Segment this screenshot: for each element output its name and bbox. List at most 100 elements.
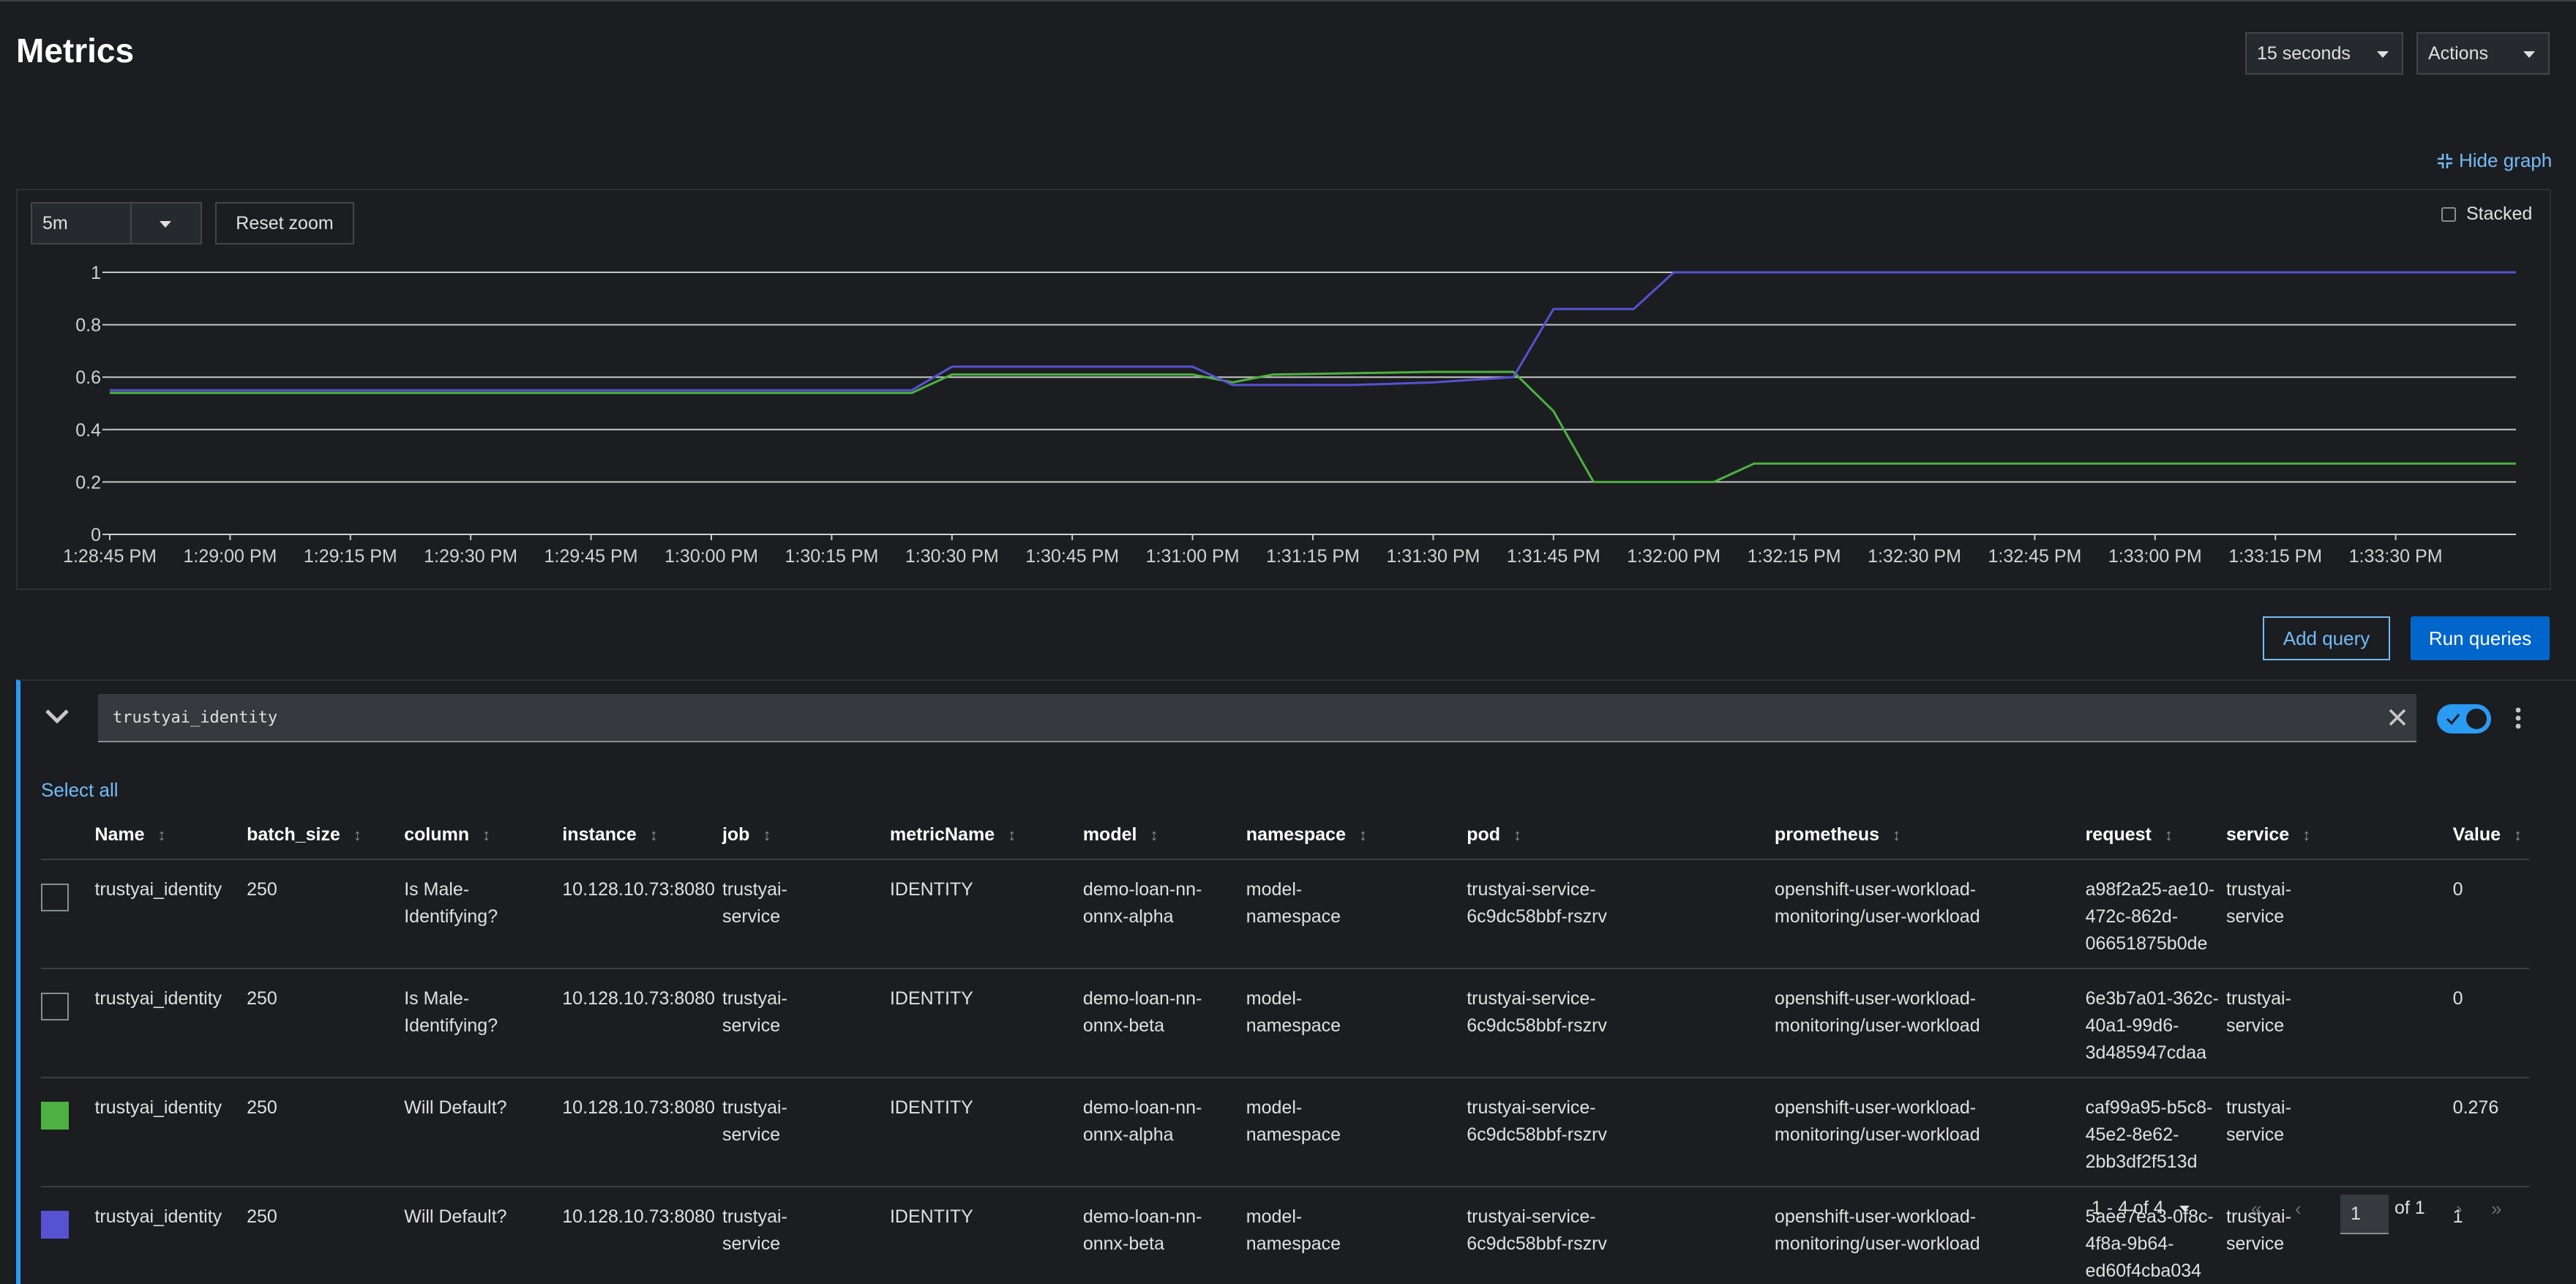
pagination-range: 1 - 4 of 4: [2092, 1198, 2164, 1218]
series-select-cell: [41, 1186, 95, 1284]
cell-text: openshift-user-workload-: [1774, 1206, 1977, 1227]
sort-icon[interactable]: ↕: [157, 826, 166, 844]
cell-text: 250: [247, 1206, 277, 1227]
column-header-instance[interactable]: instance ↕: [562, 811, 722, 859]
cell-text: Will Default?: [404, 1206, 507, 1227]
last-page-icon[interactable]: »: [2491, 1198, 2502, 1220]
column-header-metricname[interactable]: metricName ↕: [890, 811, 1083, 859]
clear-query-icon[interactable]: [2387, 707, 2408, 728]
series-checkbox[interactable]: [41, 1211, 69, 1239]
cell-text: demo-loan-nn-: [1082, 1206, 1202, 1227]
cell-text: trustyai-: [2226, 1206, 2291, 1227]
cell-text: 0.276: [2452, 1097, 2499, 1118]
column-header-job[interactable]: job ↕: [722, 811, 890, 859]
refresh-interval-dropdown[interactable]: 15 seconds: [2245, 32, 2403, 75]
cell-text: namespace: [1246, 906, 1341, 927]
hide-graph-link[interactable]: Hide graph: [2437, 149, 2552, 172]
cell-text: monitoring/user-workload: [1774, 1124, 1980, 1145]
sort-icon[interactable]: ↕: [763, 826, 771, 844]
column-header-model[interactable]: model ↕: [1083, 811, 1246, 859]
column-header-column[interactable]: column ↕: [404, 811, 562, 859]
table-cell-request: caf99a95-b5c8-45e2-8e62- 2bb3df2f513d: [2085, 1077, 2226, 1187]
time-range-value: 5m: [42, 212, 68, 234]
page-number-input[interactable]: 1: [2340, 1195, 2389, 1234]
stacked-toggle[interactable]: Stacked: [2441, 204, 2532, 225]
caret-down-icon: [2523, 51, 2535, 58]
sort-icon[interactable]: ↕: [2164, 826, 2173, 844]
table-cell-pod: trustyai-service- 6c9dc58bbf-rszrv: [1467, 1186, 1775, 1284]
sort-icon[interactable]: ↕: [482, 826, 491, 844]
column-header-label: namespace: [1246, 824, 1346, 845]
stacked-checkbox[interactable]: [2441, 206, 2456, 222]
sort-icon[interactable]: ↕: [2302, 826, 2311, 844]
add-query-button[interactable]: Add query: [2263, 616, 2390, 660]
cell-text: 250: [247, 988, 277, 1009]
time-range-dropdown[interactable]: 5m: [31, 202, 202, 245]
select-all-link[interactable]: Select all: [41, 779, 119, 802]
cell-text: trustyai-: [2226, 879, 2291, 900]
chevron-down-icon[interactable]: [44, 707, 70, 725]
cell-text: openshift-user-workload-: [1774, 1097, 1977, 1118]
sort-icon[interactable]: ↕: [353, 826, 362, 844]
cell-text: service: [722, 1015, 781, 1036]
first-page-icon[interactable]: «: [2251, 1198, 2262, 1220]
y-tick-label: 1: [91, 263, 101, 283]
chart-grid: [110, 272, 2516, 535]
top-divider: [0, 0, 2576, 1]
query-expression-input[interactable]: trustyai_identity: [98, 694, 2416, 742]
column-header-batch-size[interactable]: batch_size ↕: [247, 811, 404, 859]
cell-text: monitoring/user-workload: [1774, 1233, 1980, 1254]
column-header-name[interactable]: Name ↕: [94, 811, 247, 859]
previous-page-icon[interactable]: ‹: [2295, 1198, 2302, 1220]
cell-text: Will Default?: [404, 1097, 507, 1118]
sort-icon[interactable]: ↕: [1513, 826, 1522, 844]
pagination-range-toggle[interactable]: 1 - 4 of 4: [2092, 1198, 2190, 1219]
y-tick-label: 0.6: [75, 367, 101, 388]
next-page-icon[interactable]: ›: [2456, 1198, 2463, 1220]
column-header-pod[interactable]: pod ↕: [1467, 811, 1775, 859]
reset-zoom-button[interactable]: Reset zoom: [215, 202, 354, 245]
cell-text: 5aee7ea3-0f8c-4f8a-9b64-: [2085, 1206, 2214, 1254]
cell-text: trustyai-: [722, 1097, 787, 1118]
series-select-cell: [41, 968, 95, 1078]
kebab-menu-icon[interactable]: [2515, 707, 2522, 729]
table-cell-value: 0: [2452, 968, 2529, 1078]
sort-icon[interactable]: ↕: [1892, 826, 1901, 844]
series-checkbox[interactable]: [41, 993, 69, 1020]
cell-text: IDENTITY: [889, 1097, 973, 1118]
sort-icon[interactable]: ↕: [1150, 826, 1158, 844]
sort-icon[interactable]: ↕: [649, 826, 658, 844]
y-tick-label: 0.4: [75, 420, 101, 441]
cell-text: service: [2226, 1015, 2285, 1036]
column-header-namespace[interactable]: namespace ↕: [1246, 811, 1467, 859]
column-header-service[interactable]: service ↕: [2226, 811, 2453, 859]
sort-icon[interactable]: ↕: [1008, 826, 1016, 844]
sort-icon[interactable]: ↕: [2514, 826, 2522, 844]
column-header-prometheus[interactable]: prometheus ↕: [1775, 811, 2086, 859]
cell-text: trustyai-service-: [1467, 1097, 1596, 1118]
table-cell-namespace: model-namespace: [1246, 1186, 1467, 1284]
series-line-1: [110, 370, 2516, 483]
x-tick-label: 1:29:30 PM: [424, 546, 517, 567]
column-header-request[interactable]: request ↕: [2086, 811, 2226, 859]
column-header-label: service: [2226, 824, 2290, 845]
actions-dropdown[interactable]: Actions: [2416, 32, 2550, 75]
table-cell-model: demo-loan-nn-onnx-alpha: [1082, 859, 1246, 968]
cell-text: 10.128.10.73:8080: [562, 1206, 715, 1227]
x-tick-label: 1:29:45 PM: [544, 546, 638, 567]
column-header-value[interactable]: Value ↕: [2453, 811, 2529, 859]
x-tick-label: 1:29:00 PM: [183, 546, 277, 567]
series-checkbox[interactable]: [41, 884, 69, 911]
query-enabled-toggle[interactable]: [2437, 704, 2491, 734]
sort-icon[interactable]: ↕: [1359, 826, 1367, 844]
cell-text: openshift-user-workload-: [1774, 988, 1977, 1009]
cell-text: demo-loan-nn-: [1082, 1097, 1202, 1118]
run-queries-button[interactable]: Run queries: [2411, 616, 2550, 660]
cell-text: service: [2226, 1124, 2285, 1145]
cell-text: monitoring/user-workload: [1774, 1015, 1980, 1036]
series-checkbox[interactable]: [41, 1102, 69, 1130]
table-cell-namespace: model-namespace: [1246, 968, 1467, 1078]
cell-text: onnx-beta: [1082, 1015, 1165, 1036]
cell-text: 6c9dc58bbf-rszrv: [1467, 1124, 1607, 1145]
caret-down-icon: [2179, 1206, 2190, 1212]
